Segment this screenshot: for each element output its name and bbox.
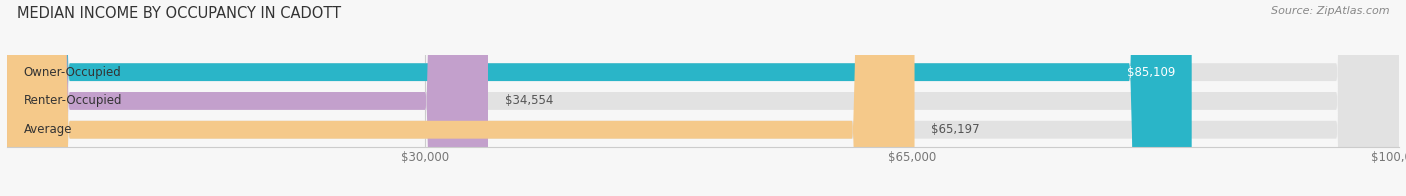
- FancyBboxPatch shape: [7, 0, 1399, 196]
- Text: MEDIAN INCOME BY OCCUPANCY IN CADOTT: MEDIAN INCOME BY OCCUPANCY IN CADOTT: [17, 6, 342, 21]
- Text: Renter-Occupied: Renter-Occupied: [24, 94, 122, 107]
- Text: Owner-Occupied: Owner-Occupied: [24, 66, 121, 79]
- Text: $65,197: $65,197: [931, 123, 980, 136]
- FancyBboxPatch shape: [7, 0, 1399, 196]
- FancyBboxPatch shape: [7, 0, 1192, 196]
- Text: $34,554: $34,554: [505, 94, 553, 107]
- Text: Average: Average: [24, 123, 72, 136]
- Text: Source: ZipAtlas.com: Source: ZipAtlas.com: [1271, 6, 1389, 16]
- FancyBboxPatch shape: [7, 0, 914, 196]
- Text: $85,109: $85,109: [1126, 66, 1175, 79]
- FancyBboxPatch shape: [7, 0, 488, 196]
- FancyBboxPatch shape: [7, 0, 1399, 196]
